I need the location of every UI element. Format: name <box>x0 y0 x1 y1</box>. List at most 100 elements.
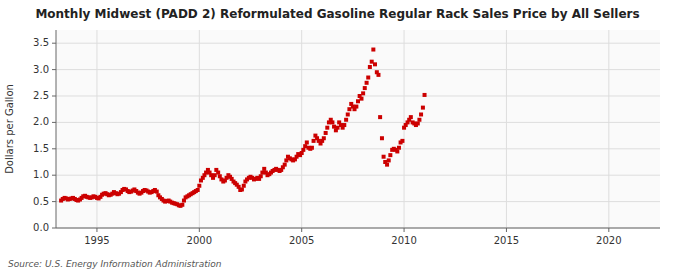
tick-label-y: 1.5 <box>33 143 49 154</box>
tick-label-x: 2005 <box>289 235 314 246</box>
grid-line-y <box>56 201 660 202</box>
point <box>180 203 184 207</box>
point <box>354 105 358 109</box>
title: Monthly Midwest (PADD 2) Reformulated Ga… <box>35 7 639 21</box>
point <box>324 131 328 135</box>
tick-y <box>52 43 56 44</box>
plot-area <box>56 30 660 228</box>
tick-label-y: 3.5 <box>33 37 49 48</box>
point <box>363 86 367 90</box>
point <box>416 121 420 125</box>
tick-label-x: 2010 <box>391 235 416 246</box>
point <box>312 139 316 143</box>
tick-label-y: 3.0 <box>33 64 49 75</box>
tick-x <box>96 228 97 232</box>
grid-line-x <box>506 30 507 228</box>
tick-y <box>52 96 56 97</box>
point <box>196 188 200 192</box>
point <box>365 81 369 85</box>
point <box>359 97 363 101</box>
point <box>336 126 340 130</box>
point <box>262 167 266 171</box>
point <box>400 139 404 143</box>
point <box>197 184 201 188</box>
grid-line-y <box>56 175 660 176</box>
y-axis-label: Dollars per Gallon <box>4 84 15 174</box>
points <box>59 48 426 208</box>
tick-y <box>52 201 56 202</box>
point <box>342 123 346 127</box>
tick-label-x: 2020 <box>596 235 621 246</box>
point <box>395 149 399 153</box>
point <box>332 125 336 129</box>
point <box>305 140 309 144</box>
point <box>388 153 392 157</box>
point <box>368 65 372 69</box>
grid-line-y <box>56 69 660 70</box>
point <box>346 112 350 116</box>
point <box>283 163 287 167</box>
grid-line-y <box>56 148 660 149</box>
point <box>378 115 382 119</box>
point <box>301 148 305 152</box>
grid-line-y <box>56 122 660 123</box>
tick-label-y: 1.0 <box>33 169 49 180</box>
point <box>216 171 220 175</box>
tick-label-y: 0.0 <box>33 222 49 233</box>
tick-x <box>199 228 200 232</box>
point <box>213 173 217 177</box>
axes: 0.0 0.5 1.0 1.5 2.0 2.5 3.0 3.5 1995 2000 2005 2010… <box>33 30 660 246</box>
tick-label-x: 2000 <box>187 235 212 246</box>
point <box>371 48 375 52</box>
point <box>155 190 159 194</box>
point <box>387 158 391 162</box>
tick-x <box>608 228 609 232</box>
point <box>240 187 244 191</box>
point <box>330 120 334 124</box>
tick-label-x: 2015 <box>494 235 519 246</box>
point <box>356 99 360 103</box>
point <box>325 126 329 130</box>
tick-x <box>301 228 302 232</box>
point <box>347 107 351 111</box>
tick-y <box>52 69 56 70</box>
point <box>382 155 386 159</box>
point <box>373 62 377 66</box>
point <box>344 118 348 122</box>
annotation: Source: U.S. Energy Information Administ… <box>8 259 222 269</box>
point <box>385 163 389 167</box>
tick-y <box>52 148 56 149</box>
point <box>423 93 427 97</box>
tick-y <box>52 228 56 229</box>
point <box>284 158 288 162</box>
tick-x <box>404 228 405 232</box>
point <box>376 73 380 77</box>
grid-line-x <box>301 30 302 228</box>
tick-label-y: 2.0 <box>33 116 49 127</box>
grid-line-y <box>56 228 660 229</box>
grid <box>56 30 660 228</box>
point <box>397 146 401 150</box>
grid-line-x <box>199 30 200 228</box>
point <box>310 146 314 150</box>
point <box>419 112 423 116</box>
point <box>361 91 365 95</box>
tick-y <box>52 122 56 123</box>
point <box>260 171 264 175</box>
grid-line-x <box>608 30 609 228</box>
tick-label-y: 2.5 <box>33 90 49 101</box>
tick-label-y: 0.5 <box>33 196 49 207</box>
point <box>421 106 425 110</box>
point <box>409 115 413 119</box>
point <box>366 76 370 80</box>
grid-line-y <box>56 43 660 44</box>
tick-y <box>52 175 56 176</box>
point <box>380 136 384 140</box>
axis-line-x <box>56 228 660 229</box>
chart: 0.0 0.5 1.0 1.5 2.0 2.5 3.0 3.5 1995 2000 2005 2010… <box>0 0 675 275</box>
tick-x <box>506 228 507 232</box>
point <box>322 136 326 140</box>
point <box>259 174 263 178</box>
tick-label-x: 1995 <box>84 235 109 246</box>
point <box>417 118 421 122</box>
